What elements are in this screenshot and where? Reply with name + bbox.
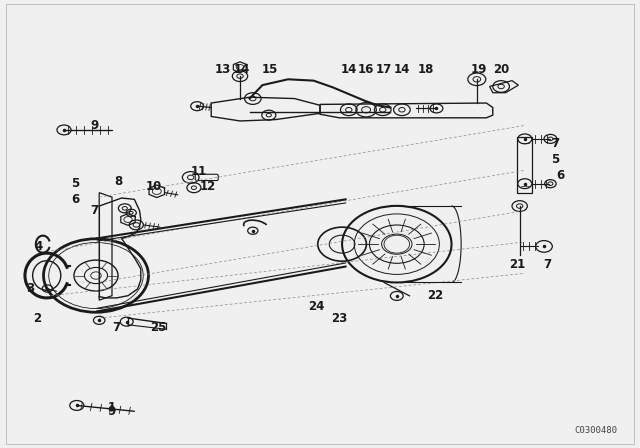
Text: 7: 7: [113, 321, 120, 335]
Text: 17: 17: [376, 63, 392, 76]
Text: 10: 10: [145, 180, 162, 194]
Text: 7: 7: [552, 137, 559, 150]
Text: 14: 14: [234, 63, 250, 76]
Text: 8: 8: [115, 175, 122, 188]
Text: 1: 1: [108, 401, 116, 414]
Text: 11: 11: [190, 164, 207, 178]
Text: 23: 23: [331, 311, 348, 325]
Text: 5: 5: [552, 153, 559, 167]
Text: 2: 2: [33, 311, 41, 325]
Text: 7: 7: [91, 204, 99, 217]
Text: 13: 13: [214, 63, 231, 76]
Text: 20: 20: [493, 63, 509, 76]
Text: 16: 16: [358, 63, 374, 76]
Text: 21: 21: [509, 258, 525, 271]
Text: 6: 6: [72, 193, 79, 206]
Text: 7: 7: [543, 258, 551, 271]
Text: 18: 18: [417, 63, 434, 76]
Text: 6: 6: [556, 169, 564, 182]
Text: 3: 3: [27, 282, 35, 296]
Text: 14: 14: [394, 63, 410, 76]
Text: 4: 4: [35, 240, 42, 253]
Text: 24: 24: [308, 300, 325, 314]
Text: 22: 22: [427, 289, 444, 302]
Text: 5: 5: [72, 177, 79, 190]
Text: 15: 15: [262, 63, 278, 76]
Text: 9: 9: [91, 119, 99, 132]
Text: 25: 25: [150, 321, 167, 335]
Text: C0300480: C0300480: [575, 426, 618, 435]
Text: 12: 12: [200, 180, 216, 193]
Text: 14: 14: [340, 63, 357, 76]
Text: 19: 19: [470, 63, 487, 76]
Text: 9: 9: [108, 405, 116, 418]
